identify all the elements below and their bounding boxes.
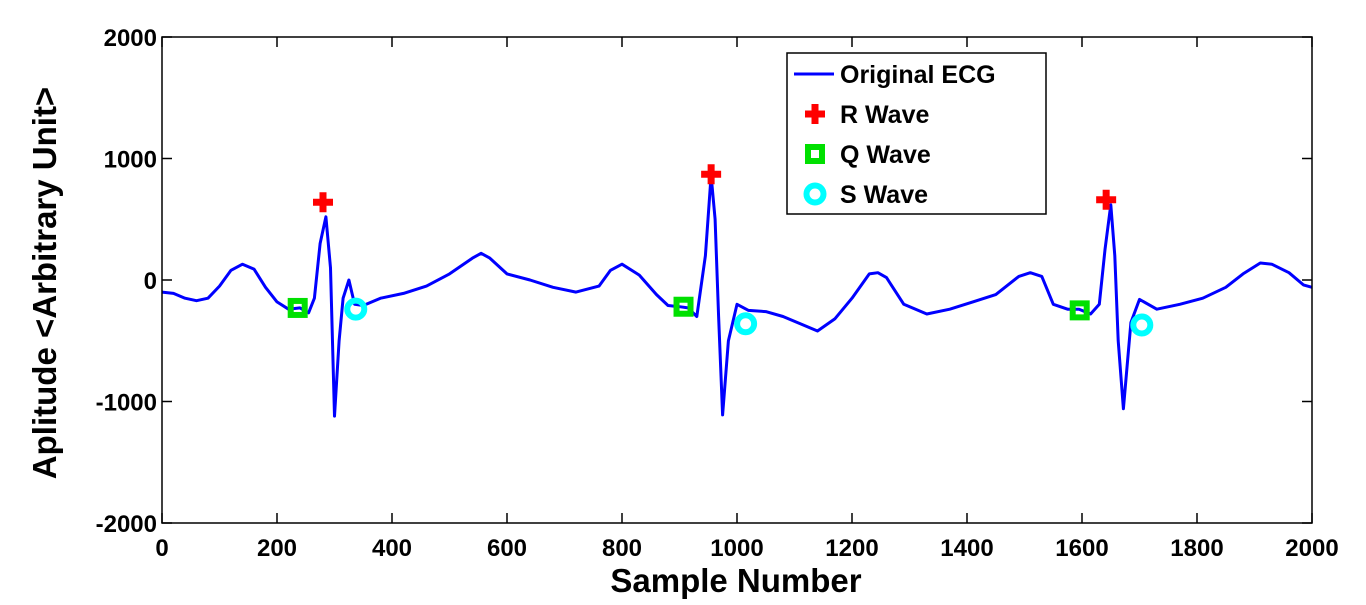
legend-r-wave-marker	[805, 104, 825, 124]
legend: Original ECG R Wave Q Wave S Wave	[786, 52, 1047, 215]
y-tick-label: -2000	[96, 511, 157, 538]
x-tick-label: 2000	[1285, 535, 1338, 562]
y-tick-label: 2000	[104, 25, 157, 52]
q-wave-marker	[1069, 300, 1090, 321]
x-tick-label: 0	[155, 535, 168, 562]
y-axis-label: Aplitude <Arbitrary Unit>	[26, 87, 63, 479]
x-tick-label: 1600	[1055, 535, 1108, 562]
x-axis-label: Sample Number	[610, 562, 861, 599]
s-wave-marker	[1130, 313, 1154, 337]
q-wave-marker	[673, 296, 694, 317]
legend-label: Q Wave	[840, 141, 931, 169]
x-tick-label: 1200	[825, 535, 878, 562]
x-tick-label: 1000	[710, 535, 763, 562]
x-tick-label: 1800	[1170, 535, 1223, 562]
x-tick-label: 1400	[940, 535, 993, 562]
axes: 0 200 400 600 800 1000 1200 1400 1600 1800 2000 200…	[96, 25, 1339, 562]
x-tick-label: 800	[602, 535, 642, 562]
r-wave-marker	[701, 164, 722, 185]
legend-label: S Wave	[840, 181, 928, 209]
s-wave-marker	[734, 312, 758, 336]
r-wave-marker	[1096, 189, 1117, 210]
legend-label: R Wave	[840, 101, 929, 129]
x-tick-label: 200	[257, 535, 297, 562]
legend-box	[786, 52, 1047, 215]
legend-q-wave-marker	[805, 144, 825, 164]
ecg-series-line	[161, 174, 1313, 418]
y-tick-label: 0	[144, 268, 157, 295]
legend-label: Original ECG	[840, 61, 996, 89]
s-wave-marker	[344, 297, 368, 321]
axes-frame	[161, 36, 1313, 524]
plot-area	[161, 164, 1313, 418]
y-tick-label: 1000	[104, 147, 157, 174]
legend-s-wave-marker	[803, 182, 827, 206]
x-tick-label: 400	[372, 535, 412, 562]
r-wave-marker	[313, 192, 333, 213]
q-wave-marker	[287, 297, 308, 318]
x-tick-label: 600	[487, 535, 527, 562]
y-tick-label: -1000	[96, 390, 157, 417]
